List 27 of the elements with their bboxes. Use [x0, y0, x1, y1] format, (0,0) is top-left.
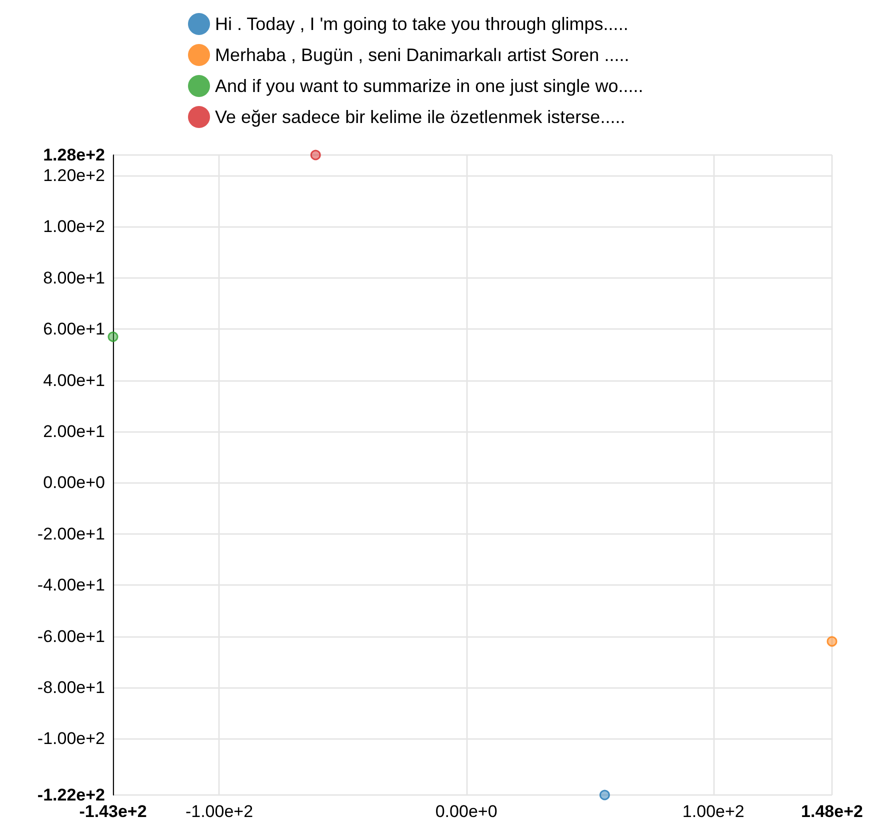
- y-tick-label: 1.20e+2: [43, 166, 105, 185]
- x-tick-label: 1.48e+2: [801, 802, 863, 821]
- y-tick-label: -1.00e+2: [37, 729, 105, 748]
- y-tick-label: -8.00e+1: [37, 678, 105, 697]
- x-tick-label: -1.00e+2: [185, 802, 254, 821]
- y-tick-label: 1.28e+2: [43, 146, 105, 164]
- x-tick-label: -1.43e+2: [79, 802, 147, 821]
- y-tick-label: -4.00e+1: [37, 576, 105, 595]
- legend-label: Merhaba , Bugün , seni Danimarkalı artist Soren .....: [215, 45, 630, 65]
- legend-label: And if you want to summarize in one just single wo.....: [215, 76, 644, 96]
- x-tick-label: 0.00e+0: [435, 802, 498, 821]
- point: [310, 150, 321, 160]
- point: [108, 332, 118, 342]
- x-tick-label: 1.00e+2: [682, 802, 744, 821]
- y-tick-label: 6.00e+1: [43, 320, 105, 339]
- y-tick-label: -2.00e+1: [37, 524, 105, 544]
- legend-label: Ve eğer sadece bir kelime ile özetlenmek isterse.....: [215, 107, 626, 127]
- y-tick-label: 0.00e+0: [43, 473, 105, 492]
- point: [599, 790, 610, 800]
- y-tick-label: -6.00e+1: [37, 626, 105, 646]
- y-tick-label: 1.00e+2: [43, 217, 105, 236]
- point: [826, 636, 838, 647]
- y-tick-label: -1.22e+2: [37, 786, 105, 804]
- legend-label: Hi . Today , I 'm going to take you through glimps.....: [215, 14, 628, 34]
- y-tick-label: 8.00e+1: [43, 268, 105, 288]
- y-tick-label: 4.00e+1: [43, 370, 105, 390]
- y-tick-label: 2.00e+1: [43, 422, 105, 441]
